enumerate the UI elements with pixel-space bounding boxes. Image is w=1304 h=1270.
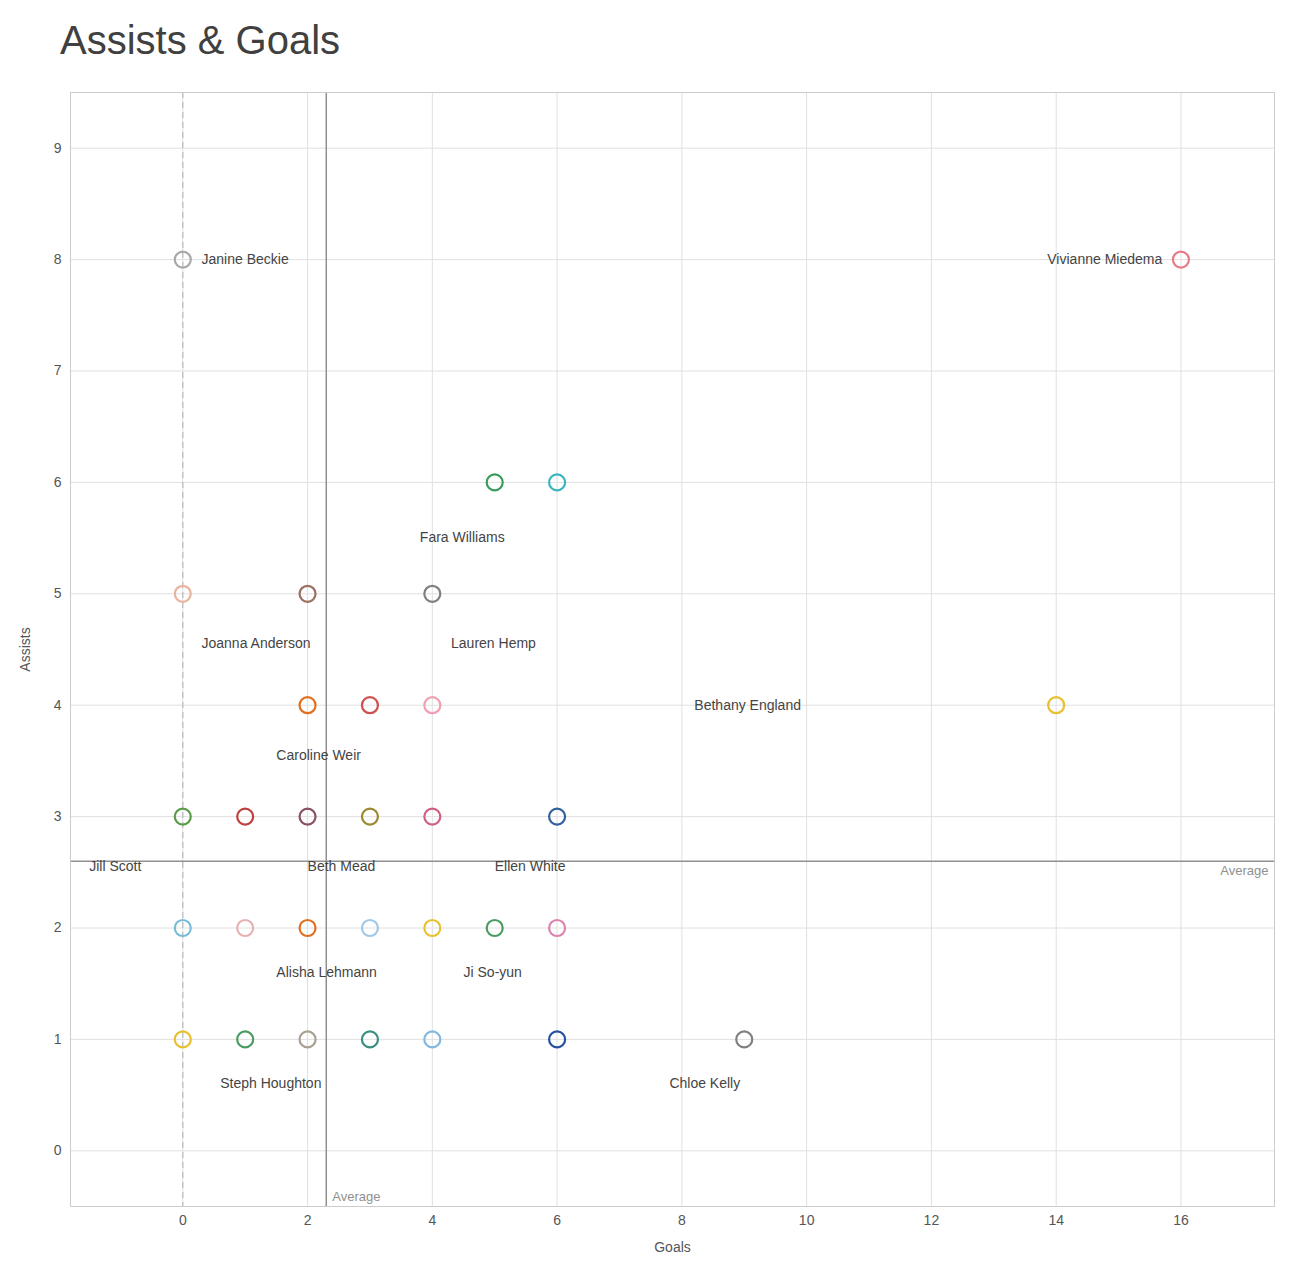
svg-text:8: 8 — [678, 1212, 686, 1228]
svg-text:Joanna Anderson: Joanna Anderson — [202, 635, 311, 651]
svg-text:4: 4 — [428, 1212, 436, 1228]
svg-text:Ji So-yun: Ji So-yun — [464, 964, 522, 980]
svg-text:1: 1 — [54, 1031, 62, 1047]
svg-text:3: 3 — [54, 808, 62, 824]
svg-text:6: 6 — [54, 474, 62, 490]
svg-text:14: 14 — [1048, 1212, 1064, 1228]
svg-text:2: 2 — [54, 919, 62, 935]
svg-text:5: 5 — [54, 585, 62, 601]
svg-text:6: 6 — [553, 1212, 561, 1228]
svg-text:10: 10 — [799, 1212, 815, 1228]
svg-text:Caroline Weir: Caroline Weir — [276, 747, 361, 763]
svg-text:4: 4 — [54, 697, 62, 713]
svg-text:2: 2 — [304, 1212, 312, 1228]
svg-text:Ellen White: Ellen White — [495, 858, 566, 874]
svg-text:0: 0 — [54, 1142, 62, 1158]
svg-text:Lauren Hemp: Lauren Hemp — [451, 635, 536, 651]
svg-text:Alisha Lehmann: Alisha Lehmann — [276, 964, 376, 980]
svg-text:12: 12 — [924, 1212, 940, 1228]
svg-text:Goals: Goals — [654, 1239, 691, 1255]
svg-text:Fara Williams: Fara Williams — [420, 529, 505, 545]
svg-text:Average: Average — [1220, 863, 1268, 878]
svg-text:7: 7 — [54, 362, 62, 378]
svg-text:16: 16 — [1173, 1212, 1189, 1228]
svg-text:Vivianne Miedema: Vivianne Miedema — [1047, 251, 1162, 267]
svg-text:Steph Houghton: Steph Houghton — [220, 1075, 321, 1091]
svg-text:Chloe Kelly: Chloe Kelly — [669, 1075, 740, 1091]
html-text:Assists & Goals: Assists & Goals — [60, 18, 341, 62]
svg-text:Jill Scott: Jill Scott — [89, 858, 141, 874]
svg-text:9: 9 — [54, 140, 62, 156]
svg-text:Beth Mead: Beth Mead — [308, 858, 376, 874]
svg-text:8: 8 — [54, 251, 62, 267]
svg-text:Janine Beckie: Janine Beckie — [202, 251, 289, 267]
svg-text:0: 0 — [179, 1212, 187, 1228]
svg-text:Average: Average — [332, 1189, 380, 1204]
svg-text:Bethany England: Bethany England — [694, 697, 801, 713]
svg-text:Assists: Assists — [17, 627, 33, 671]
